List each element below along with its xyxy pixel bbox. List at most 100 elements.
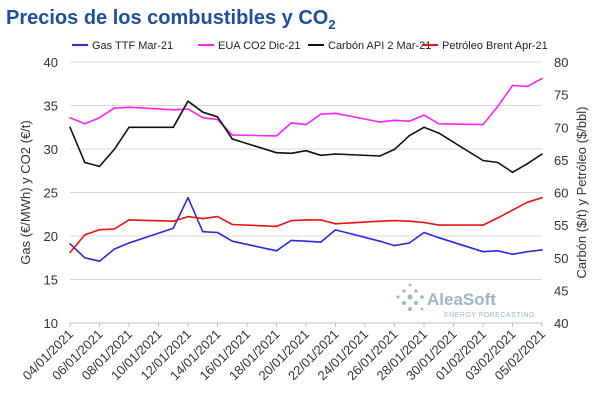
data-point xyxy=(128,242,130,244)
data-point xyxy=(128,219,130,221)
data-point xyxy=(128,126,130,129)
watermark-logo-dot xyxy=(420,307,424,311)
data-point xyxy=(187,108,189,110)
data-point xyxy=(438,236,440,239)
watermark-tagline: ENERGY FORECASTING xyxy=(444,312,535,319)
watermark-logo-dot xyxy=(402,289,406,293)
data-point xyxy=(408,242,411,244)
gridlines xyxy=(70,61,542,280)
watermark: AleaSoft ENERGY FORECASTING xyxy=(396,283,535,319)
data-point xyxy=(69,243,71,245)
data-point xyxy=(275,225,278,228)
data-point xyxy=(497,217,499,219)
data-point xyxy=(497,105,499,108)
chart-title-subscript: 2 xyxy=(328,17,335,32)
data-point xyxy=(98,228,101,231)
y-right-tick-label: 40 xyxy=(554,316,568,331)
data-point xyxy=(187,215,189,218)
data-point xyxy=(275,151,278,154)
data-point xyxy=(84,123,86,125)
data-point xyxy=(98,165,101,168)
data-point xyxy=(187,100,189,102)
data-point xyxy=(113,228,116,230)
data-point xyxy=(511,253,514,256)
axes: 1015202530354040455055606570758004/01/20… xyxy=(18,55,589,383)
data-point xyxy=(511,209,514,211)
data-point xyxy=(113,148,116,151)
data-point xyxy=(69,251,71,254)
watermark-logo-dot xyxy=(414,301,418,305)
y-right-tick-label: 50 xyxy=(554,251,568,266)
data-point xyxy=(393,219,396,222)
data-point xyxy=(379,155,381,157)
data-point xyxy=(172,109,175,111)
data-point xyxy=(423,114,425,116)
legend-label: EUA CO2 Dic-21 xyxy=(218,40,301,52)
data-point xyxy=(216,231,219,234)
data-point xyxy=(69,126,71,129)
data-point xyxy=(305,219,307,221)
data-point xyxy=(541,249,543,251)
data-point xyxy=(526,163,529,165)
data-point xyxy=(379,220,381,222)
y-left-tick-label: 35 xyxy=(44,99,58,114)
data-point xyxy=(98,260,101,263)
y-left-axis-label: Gas (€/MWh) y CO2 (€/t) xyxy=(18,120,33,264)
data-point xyxy=(334,153,337,155)
y-right-tick-label: 45 xyxy=(554,283,568,298)
y-left-tick-label: 20 xyxy=(44,229,58,244)
data-point xyxy=(84,234,86,236)
data-point xyxy=(320,113,322,115)
data-point xyxy=(231,240,234,242)
watermark-logo-dot xyxy=(408,307,412,311)
data-point xyxy=(84,257,86,259)
data-point xyxy=(320,154,322,157)
data-point xyxy=(320,241,322,243)
data-point xyxy=(216,118,219,121)
y-left-tick-label: 40 xyxy=(44,55,58,70)
data-point xyxy=(202,217,204,220)
data-point xyxy=(379,121,381,123)
data-point xyxy=(69,116,71,119)
data-point xyxy=(275,135,278,137)
data-point xyxy=(290,219,293,222)
data-point xyxy=(482,159,484,162)
data-point xyxy=(113,248,116,250)
watermark-brand: AleaSoft xyxy=(427,290,496,309)
data-point xyxy=(393,148,396,151)
legend-label: Gas TTF Mar-21 xyxy=(92,40,173,52)
data-point xyxy=(526,85,529,88)
data-point xyxy=(526,250,529,253)
watermark-logo-dot xyxy=(414,289,418,293)
data-point xyxy=(408,134,411,137)
data-point xyxy=(231,138,234,140)
data-point xyxy=(305,240,307,242)
data-point xyxy=(275,250,278,252)
y-right-tick-label: 75 xyxy=(554,88,568,103)
watermark-logo-dot xyxy=(402,301,406,305)
legend-label: Petróleo Brent Apr-21 xyxy=(442,40,548,52)
data-point xyxy=(128,106,130,108)
chart-title: Precios de los combustibles y CO2 xyxy=(6,7,336,32)
data-point xyxy=(541,153,543,155)
series-lines xyxy=(69,77,543,263)
data-point xyxy=(482,123,484,126)
watermark-logo-dot xyxy=(408,283,412,287)
data-point xyxy=(231,223,234,226)
data-point xyxy=(482,224,484,226)
data-point xyxy=(423,126,425,129)
data-point xyxy=(290,152,293,155)
data-point xyxy=(172,220,175,222)
watermark-logo-dot xyxy=(396,295,400,299)
data-point xyxy=(438,132,440,134)
data-point xyxy=(320,219,322,221)
data-point xyxy=(541,196,543,199)
data-point xyxy=(172,126,175,129)
data-point xyxy=(290,122,293,124)
data-point xyxy=(423,221,425,224)
series-line-3 xyxy=(69,100,543,174)
data-point xyxy=(187,196,189,199)
data-point xyxy=(202,116,204,119)
legend: Gas TTF Mar-21 EUA CO2 Dic-21 Carbón API 2… xyxy=(72,40,548,52)
data-point xyxy=(231,134,234,136)
